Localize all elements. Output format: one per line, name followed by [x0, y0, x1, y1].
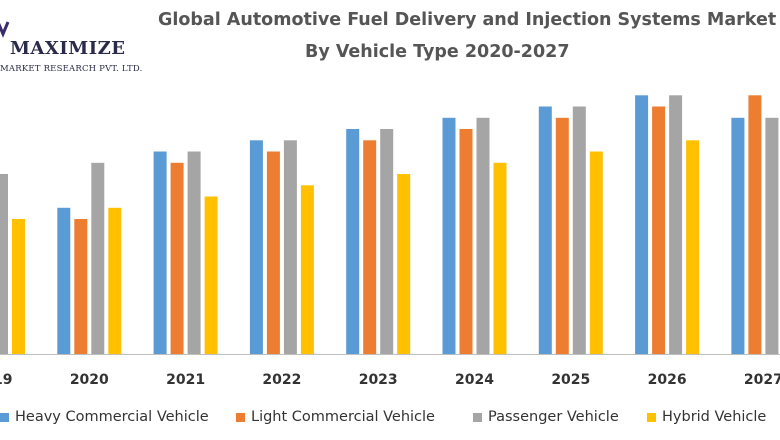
chart-title-line2: By Vehicle Type 2020-2027 — [305, 42, 570, 62]
legend-swatch — [473, 412, 482, 422]
bar-2024-hybrid-vehicle — [493, 162, 507, 355]
bar-2022-hybrid-vehicle — [300, 185, 314, 355]
logo-name: MAXIMIZE — [10, 38, 126, 59]
bar-2023-passenger-vehicle — [380, 129, 394, 354]
bar-2023-light-commercial-vehicle — [363, 140, 377, 355]
legend-label: Passenger Vehicle — [488, 409, 619, 425]
chart-title-line1: Global Automotive Fuel Delivery and Inje… — [158, 10, 777, 30]
bar-2026-light-commercial-vehicle — [652, 106, 666, 354]
x-tick-label: 2026 — [648, 372, 687, 388]
bar-2023-hybrid-vehicle — [397, 174, 411, 354]
chart-legend: Heavy Commercial Vehicle Light Commercial… — [0, 406, 780, 428]
x-tick-label: 2027 — [744, 372, 780, 388]
bar-2027-light-commercial-vehicle — [748, 95, 762, 355]
legend-item-light-commercial-vehicle: Light Commercial Vehicle — [236, 406, 435, 428]
bar-2027-heavy-commercial-vehicle — [731, 117, 745, 355]
bar-2024-passenger-vehicle — [476, 117, 490, 355]
bar-2020-light-commercial-vehicle — [74, 219, 88, 354]
legend-swatch — [0, 412, 9, 422]
bar-2019-passenger-vehicle — [0, 174, 8, 354]
x-tick-label: 2019 — [0, 372, 12, 388]
bar-2027-passenger-vehicle — [765, 117, 779, 355]
bar-2020-hybrid-vehicle — [108, 207, 122, 355]
legend-label: Light Commercial Vehicle — [251, 409, 435, 425]
x-tick-label: 2024 — [455, 372, 494, 388]
bar-2022-passenger-vehicle — [283, 140, 297, 355]
bar-2026-hybrid-vehicle — [686, 140, 700, 355]
logo-subtitle: MARKET RESEARCH PVT. LTD. — [0, 64, 143, 74]
legend-item-hybrid-vehicle: Hybrid Vehicle — [647, 406, 766, 428]
bar-2024-light-commercial-vehicle — [459, 129, 473, 354]
bar-2021-hybrid-vehicle — [204, 196, 218, 354]
bar-2022-light-commercial-vehicle — [266, 151, 280, 354]
bar-2026-passenger-vehicle — [669, 95, 683, 355]
bar-2024-heavy-commercial-vehicle — [442, 117, 456, 355]
x-tick-label: 2022 — [262, 372, 301, 388]
bar-2023-heavy-commercial-vehicle — [346, 129, 360, 354]
legend-item-passenger-vehicle: Passenger Vehicle — [473, 406, 619, 428]
bar-2021-heavy-commercial-vehicle — [153, 151, 167, 354]
bar-2019-hybrid-vehicle — [12, 219, 25, 354]
bar-2022-heavy-commercial-vehicle — [249, 140, 263, 355]
bar-2020-passenger-vehicle — [91, 162, 105, 355]
bar-2021-light-commercial-vehicle — [170, 162, 184, 355]
legend-label: Hybrid Vehicle — [662, 409, 767, 425]
bar-2021-passenger-vehicle — [187, 151, 201, 354]
bar-2025-heavy-commercial-vehicle — [538, 106, 552, 354]
x-tick-label: 2023 — [359, 372, 398, 388]
bar-2026-heavy-commercial-vehicle — [635, 95, 649, 355]
legend-item-heavy-commercial-vehicle: Heavy Commercial Vehicle — [0, 406, 209, 428]
bar-2020-heavy-commercial-vehicle — [57, 207, 71, 355]
company-logo: MAXIMIZE MARKET RESEARCH PVT. LTD. — [0, 18, 150, 80]
x-tick-label: 2025 — [551, 372, 590, 388]
bar-2025-light-commercial-vehicle — [555, 117, 569, 355]
legend-label: Heavy Commercial Vehicle — [15, 409, 209, 425]
legend-swatch — [236, 412, 245, 422]
legend-swatch — [647, 412, 656, 422]
bar-2025-hybrid-vehicle — [589, 151, 603, 354]
x-tick-label: 2021 — [166, 372, 205, 388]
logo-mark-icon — [0, 21, 10, 38]
bar-2025-passenger-vehicle — [572, 106, 586, 354]
x-tick-label: 2020 — [70, 372, 109, 388]
